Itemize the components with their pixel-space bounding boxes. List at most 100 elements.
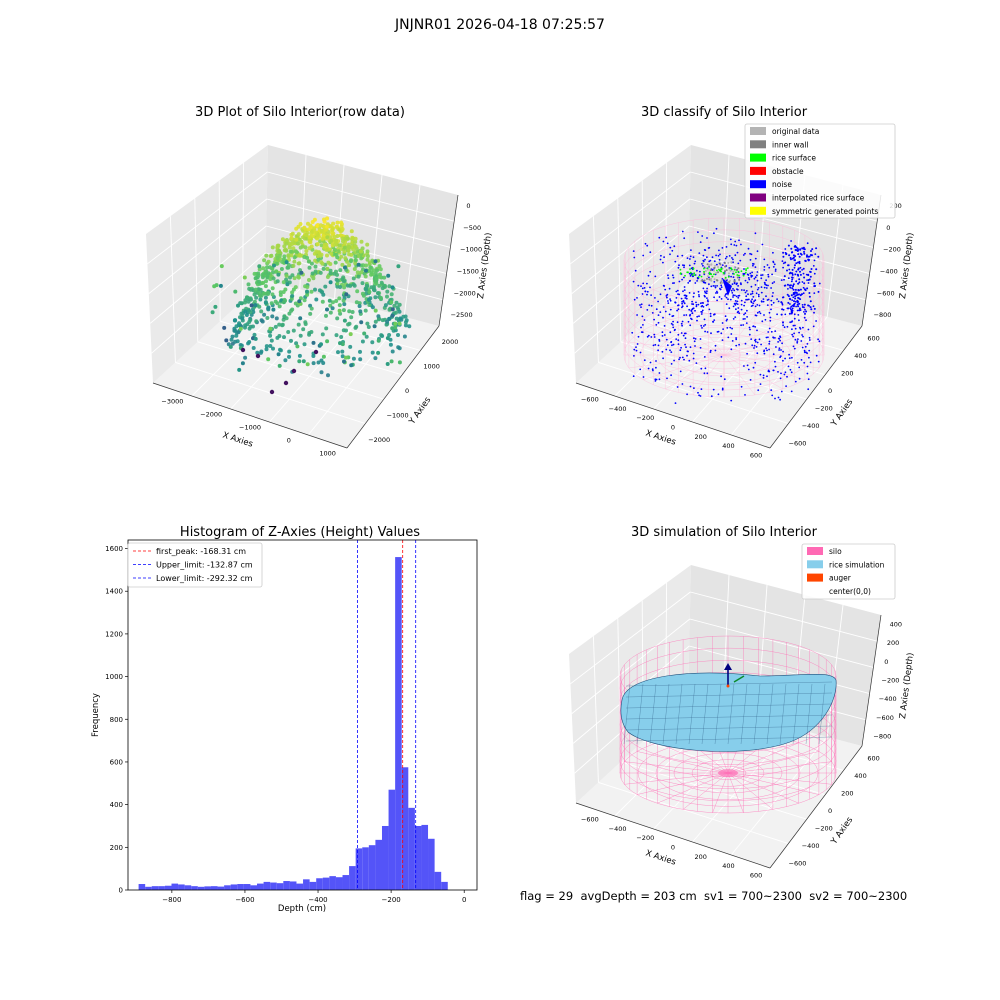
data-point <box>341 298 346 303</box>
noise-point <box>812 305 815 308</box>
noise-point <box>711 269 714 271</box>
noise-point <box>669 349 671 352</box>
z-tick-label: 400 <box>890 620 902 628</box>
grid-line <box>592 636 599 783</box>
data-point <box>342 359 346 364</box>
noise-point <box>676 321 679 324</box>
noise-point <box>761 274 764 276</box>
silo-spoke <box>727 751 819 774</box>
noise-point <box>667 274 669 277</box>
noise-point <box>794 273 797 276</box>
noise-point <box>755 292 758 295</box>
noise-point <box>685 314 688 316</box>
data-point <box>303 284 308 289</box>
noise-point <box>735 338 738 341</box>
noise-point <box>768 266 771 269</box>
noise-point <box>687 320 690 323</box>
data-point <box>359 249 363 254</box>
data-point <box>307 265 312 270</box>
noise-point <box>791 278 794 281</box>
rice-point <box>746 267 749 269</box>
data-point <box>297 299 302 304</box>
y-tick-label: −1000 <box>387 411 409 419</box>
noise-point <box>700 313 703 315</box>
data-point <box>257 267 262 272</box>
rice-mesh-line <box>636 683 644 745</box>
data-point <box>331 231 336 236</box>
noise-point <box>698 295 700 298</box>
noise-point <box>657 344 660 347</box>
noise-point <box>748 333 751 336</box>
noise-point <box>716 285 718 287</box>
noise-point <box>697 391 699 394</box>
data-point <box>402 334 407 339</box>
data-point <box>277 322 282 327</box>
z-tick-label: −500 <box>463 224 481 232</box>
data-point <box>338 268 343 273</box>
legend-swatch <box>750 140 766 149</box>
data-point <box>380 286 385 291</box>
noise-point <box>734 300 737 302</box>
data-point <box>246 299 251 304</box>
noise-point <box>632 280 635 283</box>
data-point <box>347 263 352 268</box>
data-point <box>399 317 404 322</box>
noise-point <box>736 311 739 314</box>
panel2-zlabel: Z Axies (Depth) <box>898 232 916 299</box>
data-point <box>270 292 275 297</box>
noise-point <box>670 322 673 325</box>
data-point <box>304 249 309 253</box>
data-point <box>243 309 248 314</box>
noise-point <box>659 311 662 313</box>
grid-line <box>730 316 828 436</box>
data-point <box>297 261 302 266</box>
grid-line <box>570 591 691 685</box>
noise-point <box>763 258 766 261</box>
noise-point <box>677 293 679 295</box>
noise-point <box>716 292 719 294</box>
noise-point <box>725 303 728 305</box>
noise-point <box>678 280 681 283</box>
noise-point <box>663 256 665 258</box>
noise-point <box>814 253 817 256</box>
noise-point <box>725 255 728 258</box>
silo-spoke <box>723 354 805 380</box>
data-point <box>386 273 391 278</box>
noise-point <box>706 290 708 293</box>
noise-point <box>766 299 769 301</box>
data-point <box>301 327 306 332</box>
noise-point <box>659 258 662 261</box>
noise-point <box>788 268 791 271</box>
noise-point <box>720 286 723 289</box>
noise-point <box>792 345 795 348</box>
noise-point <box>689 258 691 260</box>
histogram-bar <box>138 884 146 890</box>
data-point <box>359 320 364 325</box>
noise-point <box>701 327 703 329</box>
noise-point <box>778 349 780 351</box>
noise-point <box>790 247 793 250</box>
data-point <box>286 262 291 267</box>
noise-point <box>772 251 774 254</box>
noise-point <box>684 332 687 335</box>
legend-label: rice simulation <box>829 560 885 569</box>
noise-point <box>672 324 674 326</box>
noise-point <box>681 230 684 233</box>
data-point <box>296 232 301 237</box>
noise-point <box>640 326 642 329</box>
x-tick-label: −200 <box>636 834 654 842</box>
noise-point <box>731 283 734 285</box>
noise-point <box>693 337 695 340</box>
data-point <box>290 290 295 295</box>
data-point <box>319 342 323 347</box>
noise-point <box>664 288 667 291</box>
data-point <box>270 314 275 319</box>
noise-point <box>724 257 727 260</box>
noise-point <box>794 324 796 327</box>
data-point <box>266 259 271 264</box>
noise-point <box>733 302 736 305</box>
noise-point <box>773 281 776 283</box>
noise-point <box>761 243 764 246</box>
data-point <box>346 247 351 252</box>
